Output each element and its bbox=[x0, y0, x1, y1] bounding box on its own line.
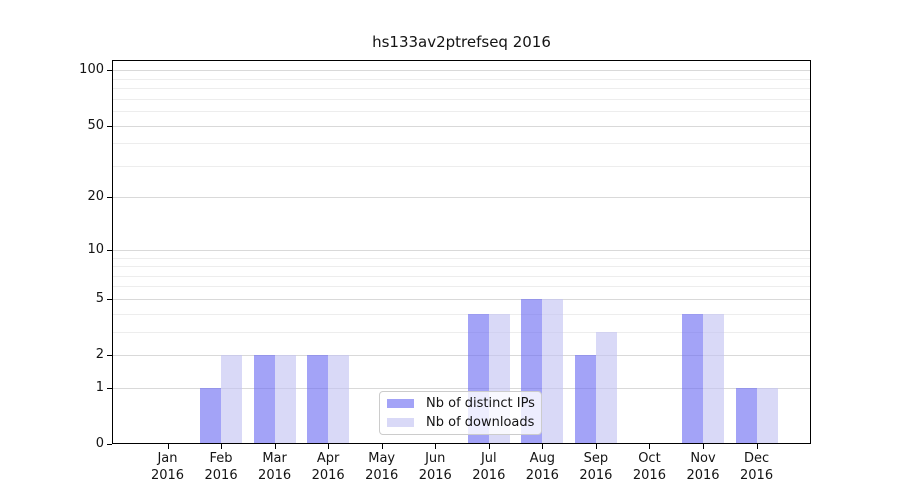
y-tick bbox=[107, 197, 112, 199]
bar-distinct-ips-feb bbox=[200, 387, 222, 443]
y-gridline-major bbox=[112, 298, 811, 300]
bar-distinct-ips-dec bbox=[735, 387, 757, 443]
legend-swatch-distinct-ips bbox=[387, 399, 414, 408]
x-tick bbox=[274, 444, 276, 449]
y-gridline-major bbox=[112, 387, 811, 389]
bar-downloads-sep bbox=[595, 331, 617, 443]
x-tick bbox=[488, 444, 490, 449]
y-tick-label: 50 bbox=[87, 117, 104, 133]
x-tick bbox=[328, 444, 330, 449]
y-gridline-minor bbox=[112, 286, 811, 288]
x-tick-label: Feb 2016 bbox=[204, 451, 238, 483]
x-tick bbox=[703, 444, 704, 449]
x-tick-label: Nov 2016 bbox=[686, 451, 720, 483]
x-tick bbox=[435, 444, 437, 449]
y-gridline-major bbox=[112, 125, 811, 127]
y-gridline-minor bbox=[112, 165, 811, 167]
y-gridline-minor bbox=[112, 98, 811, 100]
x-tick-label: Jun 2016 bbox=[418, 451, 452, 483]
y-tick-label: 100 bbox=[79, 62, 104, 78]
bar-downloads-aug bbox=[542, 298, 564, 443]
x-tick-label: Jan 2016 bbox=[150, 451, 185, 483]
y-tick bbox=[107, 298, 112, 300]
x-tick-label: Sep 2016 bbox=[579, 451, 613, 483]
bar-downloads-apr bbox=[328, 355, 350, 443]
y-gridline-minor bbox=[112, 266, 811, 268]
bar-downloads-dec bbox=[756, 387, 778, 443]
bar-distinct-ips-nov bbox=[682, 313, 703, 443]
y-tick bbox=[107, 125, 112, 127]
y-gridline-minor bbox=[112, 331, 811, 333]
x-tick bbox=[221, 444, 223, 449]
legend-label-distinct-ips: Nb of distinct IPs bbox=[426, 396, 535, 411]
x-tick bbox=[542, 444, 544, 449]
y-tick bbox=[107, 249, 112, 251]
x-tick-label: Dec 2016 bbox=[740, 451, 774, 483]
y-gridline-minor bbox=[112, 275, 811, 277]
y-gridline-major bbox=[112, 249, 811, 251]
x-tick-label: Jul 2016 bbox=[472, 451, 506, 483]
x-tick bbox=[167, 444, 169, 449]
y-gridline-major bbox=[112, 355, 811, 357]
bar-distinct-ips-mar bbox=[253, 355, 275, 443]
x-tick-label: Oct 2016 bbox=[632, 451, 666, 483]
y-tick bbox=[107, 444, 112, 445]
bar-distinct-ips-sep bbox=[574, 355, 596, 443]
y-gridline-minor bbox=[112, 88, 811, 90]
chart-title: hs133av2ptrefseq 2016 bbox=[372, 33, 551, 51]
x-tick-label: Apr 2016 bbox=[311, 451, 345, 483]
y-tick bbox=[107, 387, 112, 389]
y-gridline-minor bbox=[112, 111, 811, 113]
y-tick-label: 0 bbox=[95, 436, 104, 451]
x-tick-label: Aug 2016 bbox=[525, 451, 559, 483]
legend-item-downloads: Nb of downloads bbox=[387, 414, 534, 431]
y-gridline-major bbox=[112, 70, 811, 72]
x-tick-label: Mar 2016 bbox=[258, 451, 292, 483]
y-gridline-major bbox=[112, 197, 811, 199]
y-tick bbox=[107, 355, 112, 357]
x-tick bbox=[649, 444, 651, 449]
y-gridline-minor bbox=[112, 78, 811, 80]
bar-downloads-mar bbox=[274, 355, 296, 443]
bar-distinct-ips-apr bbox=[307, 355, 329, 443]
legend-label-downloads: Nb of downloads bbox=[426, 415, 535, 430]
y-tick-label: 2 bbox=[95, 347, 104, 363]
x-tick bbox=[595, 444, 597, 449]
legend-swatch-downloads bbox=[387, 418, 414, 427]
bar-downloads-nov bbox=[703, 313, 724, 443]
x-tick bbox=[756, 444, 758, 449]
y-gridline-minor bbox=[112, 313, 811, 315]
x-tick bbox=[381, 444, 383, 449]
y-gridline-minor bbox=[112, 257, 811, 259]
y-tick bbox=[107, 70, 112, 72]
legend-item-distinct-ips: Nb of distinct IPs bbox=[387, 395, 535, 412]
x-tick-label: May 2016 bbox=[365, 451, 399, 483]
legend: Nb of distinct IPs Nb of downloads bbox=[379, 391, 542, 435]
bar-downloads-feb bbox=[221, 355, 243, 443]
y-tick-label: 10 bbox=[87, 241, 104, 257]
y-gridline-minor bbox=[112, 143, 811, 145]
y-tick-label: 5 bbox=[95, 290, 104, 306]
y-tick-label: 1 bbox=[95, 379, 104, 395]
y-tick-label: 20 bbox=[87, 189, 104, 205]
